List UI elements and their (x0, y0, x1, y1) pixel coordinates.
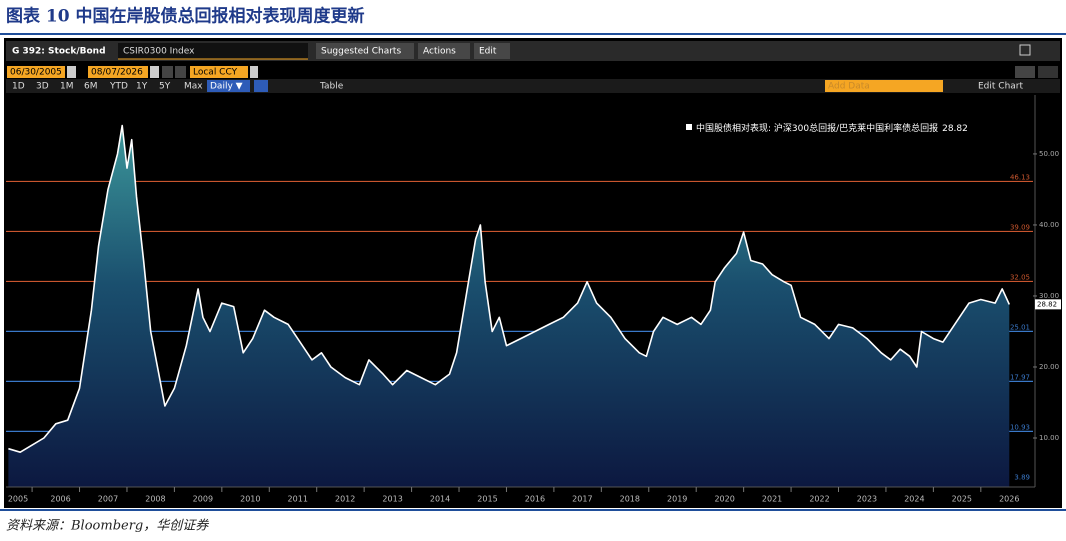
redo-button[interactable] (1038, 66, 1058, 78)
reference-label: 3.89 (1014, 473, 1030, 481)
end-date: 08/07/2026 (91, 68, 143, 78)
x-tick-label: 2017 (572, 495, 592, 504)
menu-label: Actions (423, 47, 456, 57)
date-box[interactable] (7, 66, 65, 78)
x-tick-label: 2011 (288, 495, 308, 504)
y-tick-label: 30.00 (1039, 292, 1059, 300)
frequency: Daily ▼ (210, 82, 243, 92)
x-tick-label: 2016 (525, 495, 545, 504)
x-tick-label: 2022 (809, 495, 829, 504)
edit-chart[interactable]: Edit Chart (978, 82, 1023, 92)
dropdown-icon[interactable] (250, 66, 258, 78)
calendar-icon[interactable] (67, 66, 76, 78)
x-tick-label: 2009 (193, 495, 213, 504)
page-title: 图表 10 中国在岸股债总回报相对表现周度更新 (6, 6, 365, 27)
undo-button[interactable] (1015, 66, 1035, 78)
add-data: Add Data (828, 82, 870, 92)
x-tick-label: 2018 (620, 495, 640, 504)
x-tick-label: 2015 (477, 495, 497, 504)
x-tick-label: 2020 (714, 495, 734, 504)
range-button: 6M (84, 82, 98, 92)
y-tick-label: 10.00 (1039, 434, 1059, 442)
range-button: 1M (60, 82, 74, 92)
range-bar (6, 79, 1060, 93)
line (8, 124, 1011, 453)
y-tick-label: 20.00 (1039, 363, 1059, 371)
range-button: 1Y (136, 82, 148, 92)
x-tick-label: 2024 (904, 495, 924, 504)
range-button: 3D (36, 82, 49, 92)
y-tick-label: 40.00 (1039, 221, 1059, 229)
add-data-box[interactable] (825, 80, 943, 92)
reference-label: 25.01 (1010, 323, 1030, 331)
ticker: G 392: Stock/Bond (12, 47, 106, 57)
area (8, 125, 1010, 487)
prev-button[interactable] (162, 66, 173, 78)
chart-type-icon[interactable] (254, 80, 268, 92)
reference-label: 32.05 (1010, 273, 1030, 281)
next-button[interactable] (175, 66, 186, 78)
x-tick-label: 2007 (98, 495, 118, 504)
menu-button[interactable] (316, 43, 414, 59)
range-button: 5Y (159, 82, 171, 92)
frequency-box[interactable] (207, 80, 250, 92)
x-tick-label: 2025 (952, 495, 972, 504)
last-value-label: 28.82 (1037, 300, 1057, 308)
x-tick-label: 2026 (999, 495, 1019, 504)
security-input[interactable] (118, 43, 308, 59)
legend-value: 28.82 (942, 124, 968, 134)
x-tick-label: 2008 (145, 495, 165, 504)
security: CSIR0300 Index (123, 47, 195, 57)
reference-label: 17.97 (1010, 373, 1030, 381)
x-tick-label: 2019 (667, 495, 687, 504)
legend-text: 中国股债相对表现: 沪深300总回报/巴克莱中国利率债总回报 28.82 (696, 122, 968, 134)
x-tick-label: 2012 (335, 495, 355, 504)
x-tick-label: 2010 (240, 495, 260, 504)
menu-button[interactable] (418, 43, 470, 59)
x-tick-label: 2023 (857, 495, 877, 504)
y-tick-label: 50.00 (1039, 150, 1059, 158)
range-button: YTD (109, 82, 128, 92)
reference-label: 10.93 (1010, 423, 1030, 431)
menu-button[interactable] (474, 43, 510, 59)
x-tick-label: 2005 (8, 495, 28, 504)
legend-name: 中国股债相对表现: 沪深300总回报/巴克莱中国利率债总回报 (696, 122, 938, 134)
currency: Local CCY (193, 68, 238, 78)
last-value-box (1035, 299, 1061, 310)
x-tick-label: 2013 (382, 495, 402, 504)
popout-icon[interactable] (1019, 44, 1031, 56)
calendar-icon[interactable] (150, 66, 159, 78)
currency-box[interactable] (190, 66, 248, 78)
date-box[interactable] (88, 66, 148, 78)
start-date: 06/30/2005 (10, 68, 62, 78)
source: 资料来源：Bloomberg，华创证券 (6, 519, 209, 534)
menu-label: Edit (479, 47, 497, 57)
menu-label: Suggested Charts (321, 47, 401, 57)
range-button: 1D (12, 82, 25, 92)
x-tick-label: 2014 (430, 495, 450, 504)
reference-label: 46.13 (1010, 173, 1030, 181)
x-tick-label: 2006 (50, 495, 70, 504)
legend-swatch (686, 124, 692, 130)
range-button: Max (184, 82, 203, 92)
table-button[interactable]: Table (319, 82, 344, 92)
reference-label: 39.09 (1010, 223, 1030, 231)
x-tick-label: 2021 (762, 495, 782, 504)
